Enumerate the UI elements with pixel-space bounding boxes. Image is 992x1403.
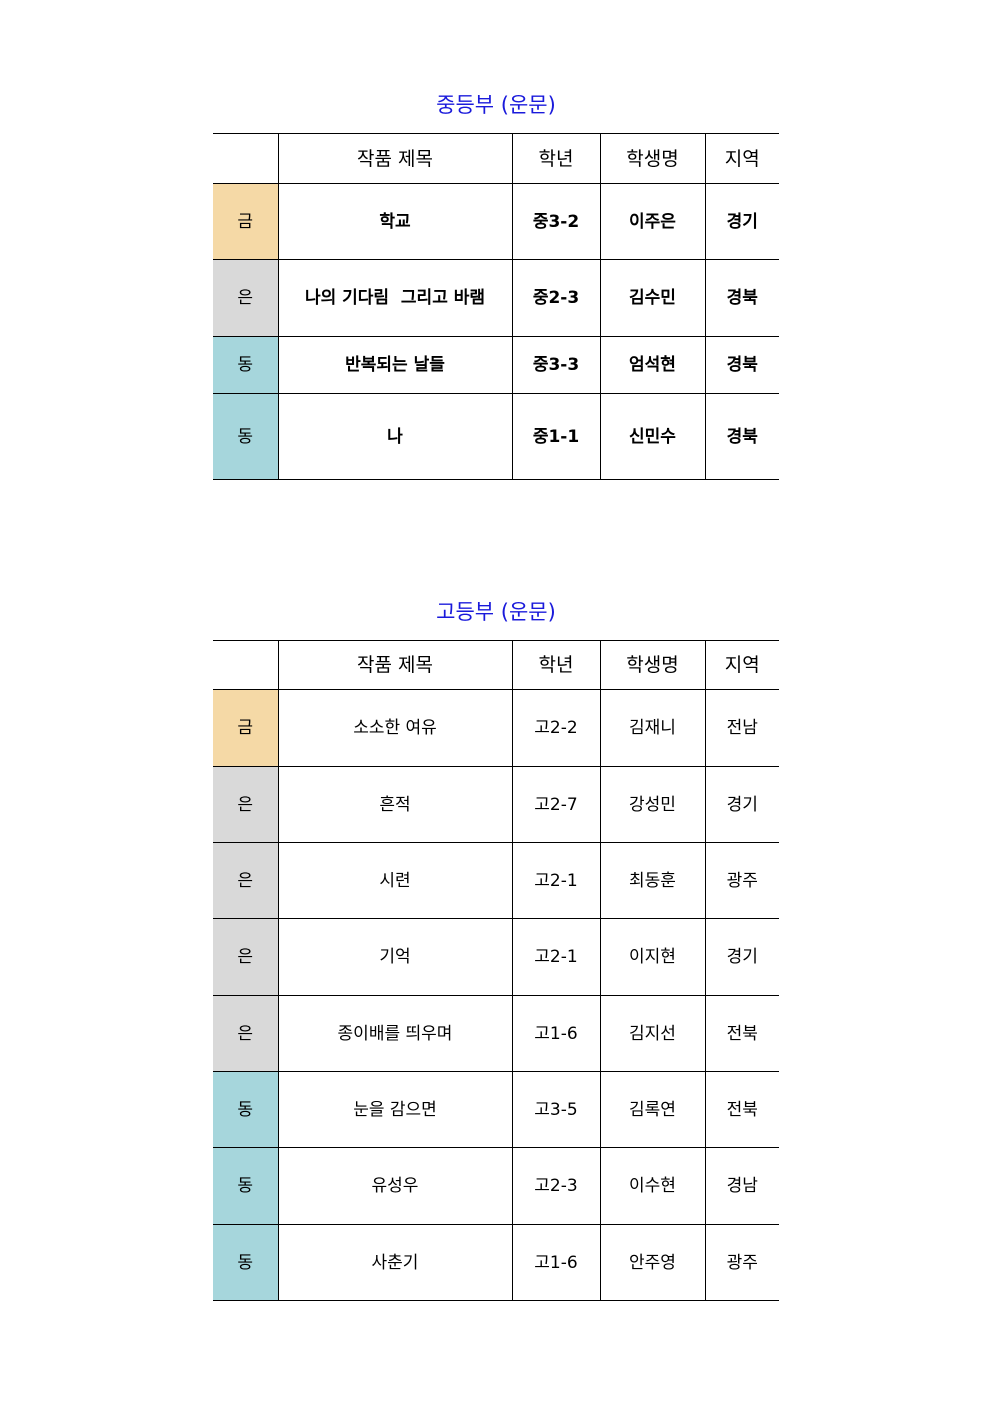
region-cell: 경기 — [704, 766, 779, 843]
region-cell: 전북 — [704, 995, 779, 1072]
middle-school-table: 작품 제목 학년 학생명 지역 금 학교 중3-2 이주은 경기 은 나의 기다림 그리고 바램 중2… — [213, 133, 779, 480]
grade-cell: 고1-6 — [511, 995, 600, 1072]
grade-cell: 고2-1 — [511, 918, 600, 996]
region-header: 지역 — [704, 133, 779, 184]
student-name-cell: 엄석현 — [599, 336, 705, 394]
grade-cell: 중3-3 — [511, 336, 600, 394]
work-title-cell: 사춘기 — [277, 1224, 512, 1301]
student-name-cell: 이지현 — [599, 918, 705, 996]
work-title-cell: 학교 — [277, 183, 512, 260]
medal-cell: 동 — [213, 393, 278, 480]
table-row: 동 나 중1-1 신민수 경북 — [213, 393, 779, 480]
region-cell: 경남 — [704, 1147, 779, 1225]
grade-cell: 중1-1 — [511, 393, 600, 480]
region-cell: 경기 — [704, 183, 779, 260]
table-row: 은 종이배를 띄우며 고1-6 김지선 전북 — [213, 995, 779, 1072]
work-title-header: 작품 제목 — [277, 133, 512, 184]
student-name-cell: 강성민 — [599, 766, 705, 843]
grade-cell: 고3-5 — [511, 1071, 600, 1148]
medal-cell: 은 — [213, 842, 278, 919]
high-school-title: 고등부 (운문) — [436, 600, 556, 624]
medal-cell: 동 — [213, 1147, 278, 1225]
work-title-cell: 나 — [277, 393, 512, 480]
work-title-cell: 나의 기다림 그리고 바램 — [277, 259, 512, 337]
student-name-header: 학생명 — [599, 133, 705, 184]
grade-cell: 중2-3 — [511, 259, 600, 337]
region-cell: 전북 — [704, 1071, 779, 1148]
table-row: 동 유성우 고2-3 이수현 경남 — [213, 1147, 779, 1225]
grade-cell: 중3-2 — [511, 183, 600, 260]
student-name-cell: 이주은 — [599, 183, 705, 260]
work-title-cell: 소소한 여유 — [277, 689, 512, 767]
grade-cell: 고1-6 — [511, 1224, 600, 1301]
student-name-cell: 안주영 — [599, 1224, 705, 1301]
medal-header — [213, 640, 278, 690]
student-name-header: 학생명 — [599, 640, 705, 690]
table-row: 은 나의 기다림 그리고 바램 중2-3 김수민 경북 — [213, 259, 779, 337]
region-cell: 광주 — [704, 1224, 779, 1301]
work-title-cell: 흔적 — [277, 766, 512, 843]
grade-header: 학년 — [511, 640, 600, 690]
region-cell: 경북 — [704, 393, 779, 480]
table-row: 은 기억 고2-1 이지현 경기 — [213, 918, 779, 996]
student-name-cell: 이수현 — [599, 1147, 705, 1225]
grade-cell: 고2-7 — [511, 766, 600, 843]
region-cell: 경북 — [704, 336, 779, 394]
student-name-cell: 김지선 — [599, 995, 705, 1072]
work-title-cell: 기억 — [277, 918, 512, 996]
work-title-cell: 유성우 — [277, 1147, 512, 1225]
student-name-cell: 김재니 — [599, 689, 705, 767]
grade-cell: 고2-2 — [511, 689, 600, 767]
table-row: 동 반복되는 날들 중3-3 엄석현 경북 — [213, 336, 779, 394]
header-row: 작품 제목 학년 학생명 지역 — [213, 640, 779, 690]
medal-cell: 은 — [213, 995, 278, 1072]
work-title-cell: 눈을 감으면 — [277, 1071, 512, 1148]
table-row: 금 소소한 여유 고2-2 김재니 전남 — [213, 689, 779, 767]
table-row: 은 시련 고2-1 최동훈 광주 — [213, 842, 779, 919]
medal-cell: 금 — [213, 689, 278, 767]
region-cell: 경북 — [704, 259, 779, 337]
work-title-cell: 시련 — [277, 842, 512, 919]
work-title-cell: 종이배를 띄우며 — [277, 995, 512, 1072]
high-school-table: 작품 제목 학년 학생명 지역 금 소소한 여유 고2-2 김재니 전남 은 흔적 고2-7 강성민 경기… — [213, 640, 779, 1301]
work-title-header: 작품 제목 — [277, 640, 512, 690]
work-title-cell: 반복되는 날들 — [277, 336, 512, 394]
table-row: 은 흔적 고2-7 강성민 경기 — [213, 766, 779, 843]
grade-cell: 고2-1 — [511, 842, 600, 919]
student-name-cell: 김수민 — [599, 259, 705, 337]
student-name-cell: 김록연 — [599, 1071, 705, 1148]
medal-cell: 은 — [213, 918, 278, 996]
middle-school-title: 중등부 (운문) — [436, 93, 556, 117]
table-row: 금 학교 중3-2 이주은 경기 — [213, 183, 779, 260]
medal-cell: 동 — [213, 1071, 278, 1148]
student-name-cell: 신민수 — [599, 393, 705, 480]
grade-header: 학년 — [511, 133, 600, 184]
region-cell: 전남 — [704, 689, 779, 767]
region-cell: 광주 — [704, 842, 779, 919]
grade-cell: 고2-3 — [511, 1147, 600, 1225]
student-name-cell: 최동훈 — [599, 842, 705, 919]
medal-cell: 동 — [213, 336, 278, 394]
medal-cell: 금 — [213, 183, 278, 260]
table-row: 동 눈을 감으면 고3-5 김록연 전북 — [213, 1071, 779, 1148]
medal-header — [213, 133, 278, 184]
header-row: 작품 제목 학년 학생명 지역 — [213, 133, 779, 184]
table-row: 동 사춘기 고1-6 안주영 광주 — [213, 1224, 779, 1301]
region-header: 지역 — [704, 640, 779, 690]
medal-cell: 은 — [213, 259, 278, 337]
medal-cell: 동 — [213, 1224, 278, 1301]
medal-cell: 은 — [213, 766, 278, 843]
region-cell: 경기 — [704, 918, 779, 996]
